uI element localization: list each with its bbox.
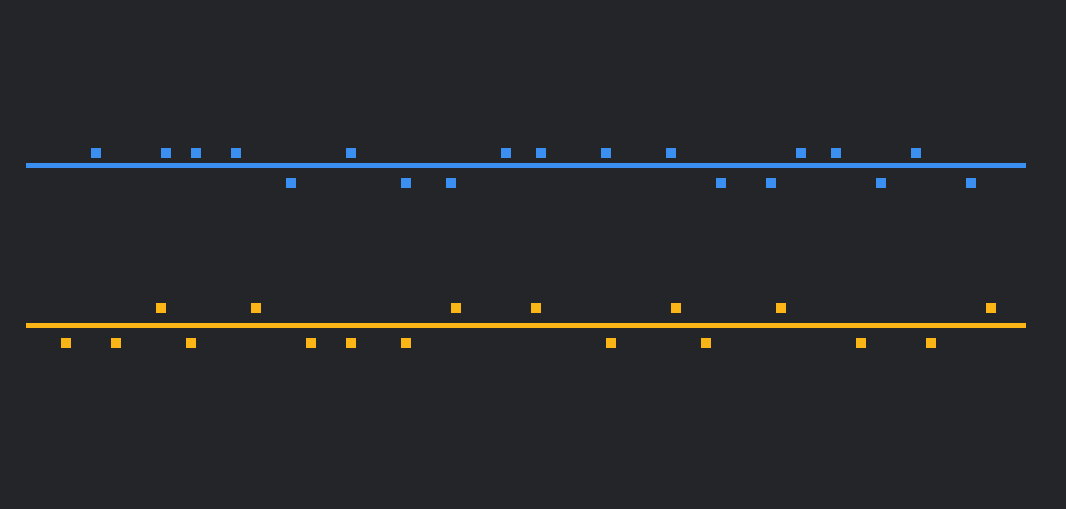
blue-track-marker-above-3[interactable] [191,148,201,158]
amber-track-marker-below-1[interactable] [61,338,71,348]
amber-track-marker-above-6[interactable] [776,303,786,313]
amber-track-marker-above-2[interactable] [251,303,261,313]
blue-track-marker-above-9[interactable] [666,148,676,158]
amber-track-marker-below-3[interactable] [186,338,196,348]
amber-track-marker-below-8[interactable] [701,338,711,348]
amber-track-marker-below-9[interactable] [856,338,866,348]
amber-track-line [26,323,1026,328]
amber-track-marker-below-7[interactable] [606,338,616,348]
blue-track-marker-above-1[interactable] [91,148,101,158]
blue-track-marker-above-8[interactable] [601,148,611,158]
blue-track-marker-below-7[interactable] [966,178,976,188]
blue-track-marker-above-11[interactable] [831,148,841,158]
blue-track-line [26,163,1026,168]
blue-track-marker-above-6[interactable] [501,148,511,158]
blue-track-marker-above-2[interactable] [161,148,171,158]
amber-track-marker-below-4[interactable] [306,338,316,348]
blue-track-marker-above-12[interactable] [911,148,921,158]
blue-track-marker-above-5[interactable] [346,148,356,158]
blue-track-marker-below-5[interactable] [766,178,776,188]
blue-track-marker-above-4[interactable] [231,148,241,158]
amber-track-marker-below-6[interactable] [401,338,411,348]
amber-track-marker-below-2[interactable] [111,338,121,348]
blue-track-marker-below-1[interactable] [286,178,296,188]
amber-track-marker-above-7[interactable] [986,303,996,313]
amber-track-marker-below-10[interactable] [926,338,936,348]
amber-track-marker-below-5[interactable] [346,338,356,348]
blue-track-marker-below-3[interactable] [446,178,456,188]
blue-track-marker-below-2[interactable] [401,178,411,188]
amber-track-marker-above-4[interactable] [531,303,541,313]
blue-track-marker-below-4[interactable] [716,178,726,188]
blue-track-marker-below-6[interactable] [876,178,886,188]
amber-track-marker-above-1[interactable] [156,303,166,313]
amber-track-marker-above-5[interactable] [671,303,681,313]
amber-track-marker-above-3[interactable] [451,303,461,313]
blue-track-marker-above-10[interactable] [796,148,806,158]
blue-track-marker-above-7[interactable] [536,148,546,158]
